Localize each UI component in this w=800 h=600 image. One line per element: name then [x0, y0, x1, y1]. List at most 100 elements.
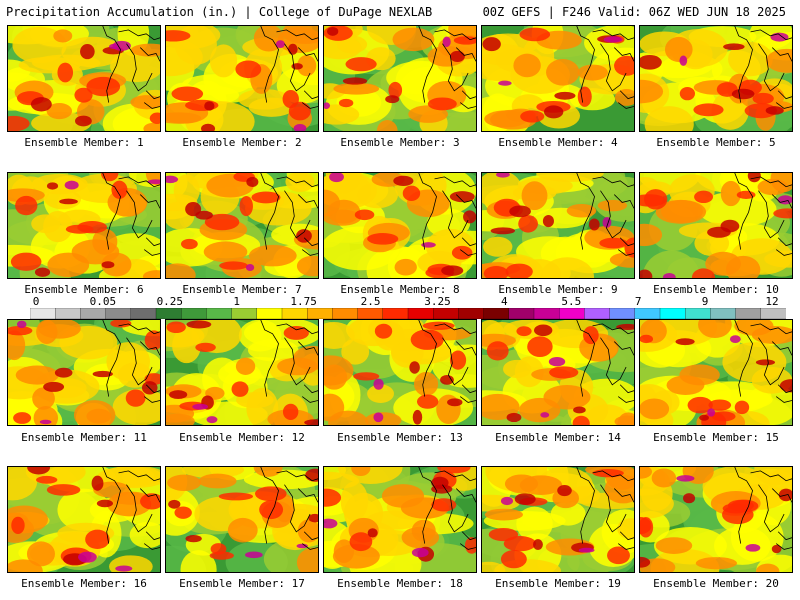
colorbar-segment: [55, 308, 82, 319]
coastline: [301, 543, 318, 550]
coastline: [617, 249, 634, 256]
precip-field: [324, 173, 476, 278]
coastline: [284, 337, 311, 386]
precip-field: [482, 173, 634, 278]
coastline: [777, 237, 792, 247]
colorbar-segment: [206, 308, 233, 319]
coastline: [434, 29, 476, 41]
coastline: [455, 194, 476, 209]
precip-field: [640, 173, 792, 278]
coastline: [461, 237, 476, 247]
panel-label: Ensemble Member: 4: [498, 136, 618, 149]
colorbar-tick-label: 3.25: [424, 295, 451, 308]
colorbar-tick-label: 2.5: [360, 295, 381, 308]
colorbar-segment: [281, 308, 308, 319]
colorbar-tick-label: 0.05: [89, 295, 117, 308]
colorbar-tick-label: 12: [765, 295, 779, 308]
coastline: [777, 531, 792, 541]
ensemble-panel: [639, 25, 793, 132]
coastline: [276, 470, 318, 482]
coastline: [775, 396, 792, 403]
precip-field: [166, 26, 318, 131]
precip-field: [166, 320, 318, 425]
coastline: [617, 396, 634, 403]
coastline: [777, 90, 792, 100]
colorbar-tick-label: 5.5: [561, 295, 582, 308]
coastline: [600, 190, 627, 239]
coastline: [613, 194, 634, 209]
coastline: [301, 102, 318, 109]
coastline: [592, 470, 634, 482]
coastline: [442, 484, 469, 533]
ensemble-panel: [165, 466, 319, 573]
ensemble-panel: [481, 319, 635, 426]
precip-field: [324, 467, 476, 572]
coastline: [139, 47, 160, 62]
ensemble-panel: [323, 172, 477, 279]
colorbar-tick-label: 9: [701, 295, 709, 308]
coastline: [461, 531, 476, 541]
coastline: [102, 173, 121, 250]
coastline: [139, 341, 160, 356]
coastline: [619, 384, 634, 394]
colorbar-segment: [382, 308, 409, 319]
panel-label: Ensemble Member: 12: [179, 431, 305, 444]
colorbar-tick-label: 0: [32, 295, 40, 308]
coastline: [297, 194, 318, 209]
coastline: [619, 237, 634, 247]
ensemble-panel: [7, 172, 161, 279]
colorbar-segment: [407, 308, 434, 319]
precip-field: [324, 320, 476, 425]
precip-field: [8, 26, 160, 131]
colorbar-segment: [181, 308, 208, 319]
coastline: [613, 341, 634, 356]
coastline: [102, 26, 121, 103]
coastline: [297, 47, 318, 62]
coastline: [145, 237, 160, 247]
coastline: [143, 102, 160, 109]
colorbar-segment: [659, 308, 686, 319]
colorbar-segment: [357, 308, 384, 319]
colorbar-tick-label: 1: [233, 295, 241, 308]
colorbar-segment: [634, 308, 661, 319]
coastline: [418, 320, 437, 397]
ensemble-panel: [165, 172, 319, 279]
colorbar-labels: 0 0.05 0.25 1 1.75 2.5 3.25 4 5.5 7 9 12: [0, 296, 800, 322]
valid-time: 00Z GEFS | F246 Valid: 06Z WED JUN 18 20…: [482, 5, 786, 19]
coastline: [126, 43, 153, 92]
coastline: [617, 543, 634, 550]
ensemble-panel: [7, 319, 161, 426]
coastline: [734, 467, 753, 544]
coastline: [613, 488, 634, 503]
colorbar-segment: [231, 308, 258, 319]
ensemble-panel: [481, 25, 635, 132]
coastline: [750, 29, 792, 41]
coastline: [143, 249, 160, 256]
coastline: [118, 29, 160, 41]
coastline: [771, 341, 792, 356]
colorbar-segment: [458, 308, 485, 319]
colorbar-segment: [105, 308, 132, 319]
colorbar-segment: [735, 308, 762, 319]
coastline: [145, 90, 160, 100]
panel-label: Ensemble Member: 6: [24, 283, 144, 296]
colorbar-segment: [433, 308, 460, 319]
colorbar-segment: [559, 308, 586, 319]
coastline: [126, 190, 153, 239]
coastline: [303, 384, 318, 394]
colorbar-segment: [80, 308, 107, 319]
coastline: [771, 488, 792, 503]
panel-label: Ensemble Member: 19: [495, 577, 621, 590]
colorbar-segment: [710, 308, 737, 319]
coastline: [284, 484, 311, 533]
coastline: [758, 43, 785, 92]
colorbar-segment: [533, 308, 560, 319]
precip-field: [640, 467, 792, 572]
coastline: [260, 467, 279, 544]
panel-label: Ensemble Member: 18: [337, 577, 463, 590]
coastline: [276, 323, 318, 335]
coastline: [455, 47, 476, 62]
coastline: [260, 26, 279, 103]
coastline: [442, 43, 469, 92]
panel-label: Ensemble Member: 17: [179, 577, 305, 590]
